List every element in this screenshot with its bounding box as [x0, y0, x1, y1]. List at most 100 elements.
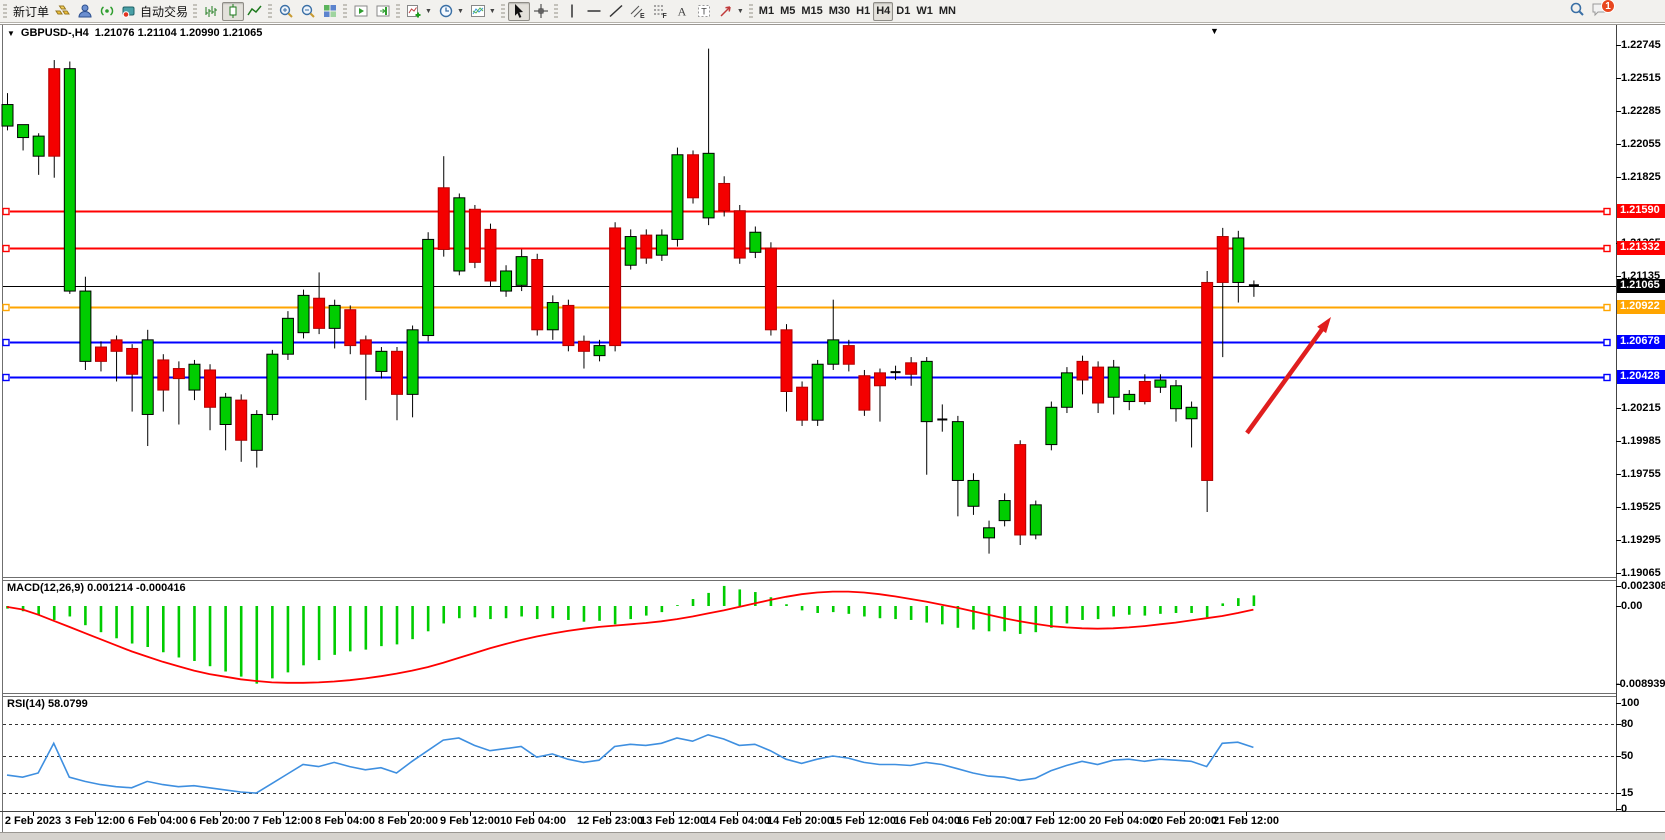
candlestick-chart-icon[interactable] — [222, 1, 245, 21]
macd-main-value: 0.001214 — [87, 582, 133, 594]
time-axis-label: 6 Feb 20:00 — [190, 815, 250, 827]
svg-text:T: T — [701, 7, 707, 17]
price-line-badge: 1.21332 — [1617, 240, 1665, 255]
chart-corner-dropdown-icon[interactable]: ▼ — [1210, 26, 1219, 36]
timeframe-label: M5 — [780, 5, 796, 17]
time-axis-label: 20 Feb 04:00 — [1088, 815, 1156, 827]
new-order-button[interactable]: 新订单 — [10, 2, 52, 21]
autotrading-button — [121, 3, 137, 19]
toolbar-grip — [343, 3, 348, 19]
timeframe-H4-button[interactable]: H4 — [873, 1, 894, 21]
equidistant-channel-icon[interactable]: E — [627, 2, 649, 21]
fibonacci-icon[interactable]: F — [649, 2, 671, 21]
timeframe-label: M15 — [801, 5, 823, 17]
market-signal-icon — [99, 3, 115, 19]
macd-axis-max: 0.002308 — [1621, 580, 1665, 592]
timeframe-MN-button[interactable]: MN — [936, 2, 959, 21]
notifications-icon[interactable]: 1 — [1591, 0, 1615, 22]
rsi-value: 58.0799 — [47, 698, 88, 710]
rsi-axis-tick: 15 — [1621, 787, 1634, 800]
dropdown-caret-icon[interactable]: ▼ — [425, 7, 432, 15]
time-axis-label: 3 Feb 12:00 — [65, 815, 125, 827]
auto-scroll-icon[interactable] — [350, 2, 372, 21]
vertical-line-icon — [564, 3, 580, 19]
line-chart-icon[interactable] — [244, 2, 266, 21]
price-line-badge: 1.20922 — [1617, 299, 1665, 314]
cursor-icon[interactable] — [507, 1, 530, 21]
time-axis-label: 13 Feb 12:00 — [639, 815, 707, 827]
periods-icon[interactable]: ▼ — [435, 2, 467, 21]
timeframe-M30-button[interactable]: M30 — [826, 2, 853, 21]
dropdown-caret-icon[interactable]: ▼ — [488, 7, 496, 15]
trendline-icon[interactable] — [605, 2, 627, 21]
price-axis-tick: 1.20215 — [1621, 402, 1661, 414]
market-signal-icon[interactable] — [96, 2, 118, 21]
timeframe-W1-button[interactable]: W1 — [913, 2, 936, 21]
chart-title: ▼ GBPUSD-,H4 1.21076 1.21104 1.20990 1.2… — [7, 27, 262, 39]
symbol-dropdown-icon[interactable]: ▼ — [7, 28, 15, 38]
chart-shift-icon[interactable] — [372, 2, 394, 21]
macd-axis-zero: 0.00 — [1621, 600, 1643, 612]
time-axis-label: 21 Feb 12:00 — [1212, 815, 1280, 827]
dropdown-caret-icon[interactable]: ▼ — [736, 7, 744, 15]
profiles-icon — [77, 3, 93, 19]
text-icon: A — [674, 3, 690, 19]
tile-windows-icon — [322, 3, 338, 19]
chart-ohlc-values: 1.21076 1.21104 1.20990 1.21065 — [94, 27, 263, 39]
templates-icon[interactable]: ▼ — [467, 2, 499, 21]
time-axis-label: 6 Feb 04:00 — [128, 815, 188, 827]
timeframe-H1-button[interactable]: H1 — [853, 2, 873, 21]
toolbar-grip — [748, 3, 753, 19]
price-axis-tick: 1.19985 — [1621, 435, 1661, 447]
macd-axis-min: -0.008939 — [1616, 678, 1665, 690]
zoom-out-icon[interactable] — [297, 2, 319, 21]
equidistant-channel-icon: E — [630, 3, 646, 19]
arrows-icon[interactable]: ▼ — [715, 2, 747, 21]
timeframe-M15-button[interactable]: M15 — [798, 2, 825, 21]
fibonacci-icon: F — [652, 3, 668, 19]
vertical-line-icon[interactable] — [561, 2, 583, 21]
toolbar-right-icons: 1 — [1569, 0, 1615, 23]
time-axis-label: 14 Feb 04:00 — [703, 815, 771, 827]
tile-windows-icon[interactable] — [319, 2, 341, 21]
macd-signal-value: -0.000416 — [136, 582, 186, 594]
time-axis-label: 8 Feb 20:00 — [378, 815, 438, 827]
quotes-icon[interactable] — [52, 2, 74, 21]
time-axis-label: 16 Feb 04:00 — [893, 815, 961, 827]
dropdown-caret-icon[interactable]: ▼ — [456, 7, 464, 15]
price-axis-tick: 1.22515 — [1621, 72, 1661, 84]
horizontal-lines — [2, 207, 1616, 382]
zoom-in-icon[interactable] — [275, 2, 297, 21]
toolbar-button-label: 新订单 — [13, 4, 50, 19]
time-axis-label: 12 Feb 23:00 — [576, 815, 644, 827]
timeframe-M5-button[interactable]: M5 — [777, 2, 798, 21]
text-label-icon: T — [696, 3, 712, 19]
autotrading-button[interactable]: 自动交易 — [118, 2, 191, 21]
toolbar-grip — [193, 3, 198, 19]
time-axis-label: 14 Feb 20:00 — [766, 815, 834, 827]
horizontal-line-icon — [586, 3, 602, 19]
search-icon[interactable] — [1569, 1, 1585, 22]
time-axis-label: 16 Feb 20:00 — [956, 815, 1024, 827]
crosshair-icon[interactable] — [530, 2, 552, 21]
horizontal-line-icon[interactable] — [583, 2, 605, 21]
chart-shift-icon — [375, 3, 391, 19]
pane-frames — [0, 24, 1665, 840]
timeframe-M1-button[interactable]: M1 — [756, 2, 777, 21]
timeframe-label: M1 — [758, 5, 775, 17]
zoom-in-icon — [278, 3, 294, 19]
indicators-icon[interactable]: ▼ — [403, 2, 435, 21]
periods-icon — [438, 3, 454, 19]
time-axis-label: 20 Feb 20:00 — [1150, 815, 1218, 827]
timeframe-D1-button[interactable]: D1 — [893, 2, 913, 21]
price-axis-tick: 1.19755 — [1621, 468, 1661, 480]
profiles-icon[interactable] — [74, 2, 96, 21]
price-line-badge: 1.20428 — [1617, 370, 1665, 385]
price-axis-tick: 1.22745 — [1621, 39, 1661, 51]
bar-chart-icon[interactable] — [200, 2, 222, 21]
text-icon[interactable]: A — [671, 2, 693, 21]
indicators-icon — [406, 3, 422, 19]
price-axis-tick: 1.19065 — [1621, 567, 1661, 579]
text-label-icon[interactable]: T — [693, 2, 715, 21]
